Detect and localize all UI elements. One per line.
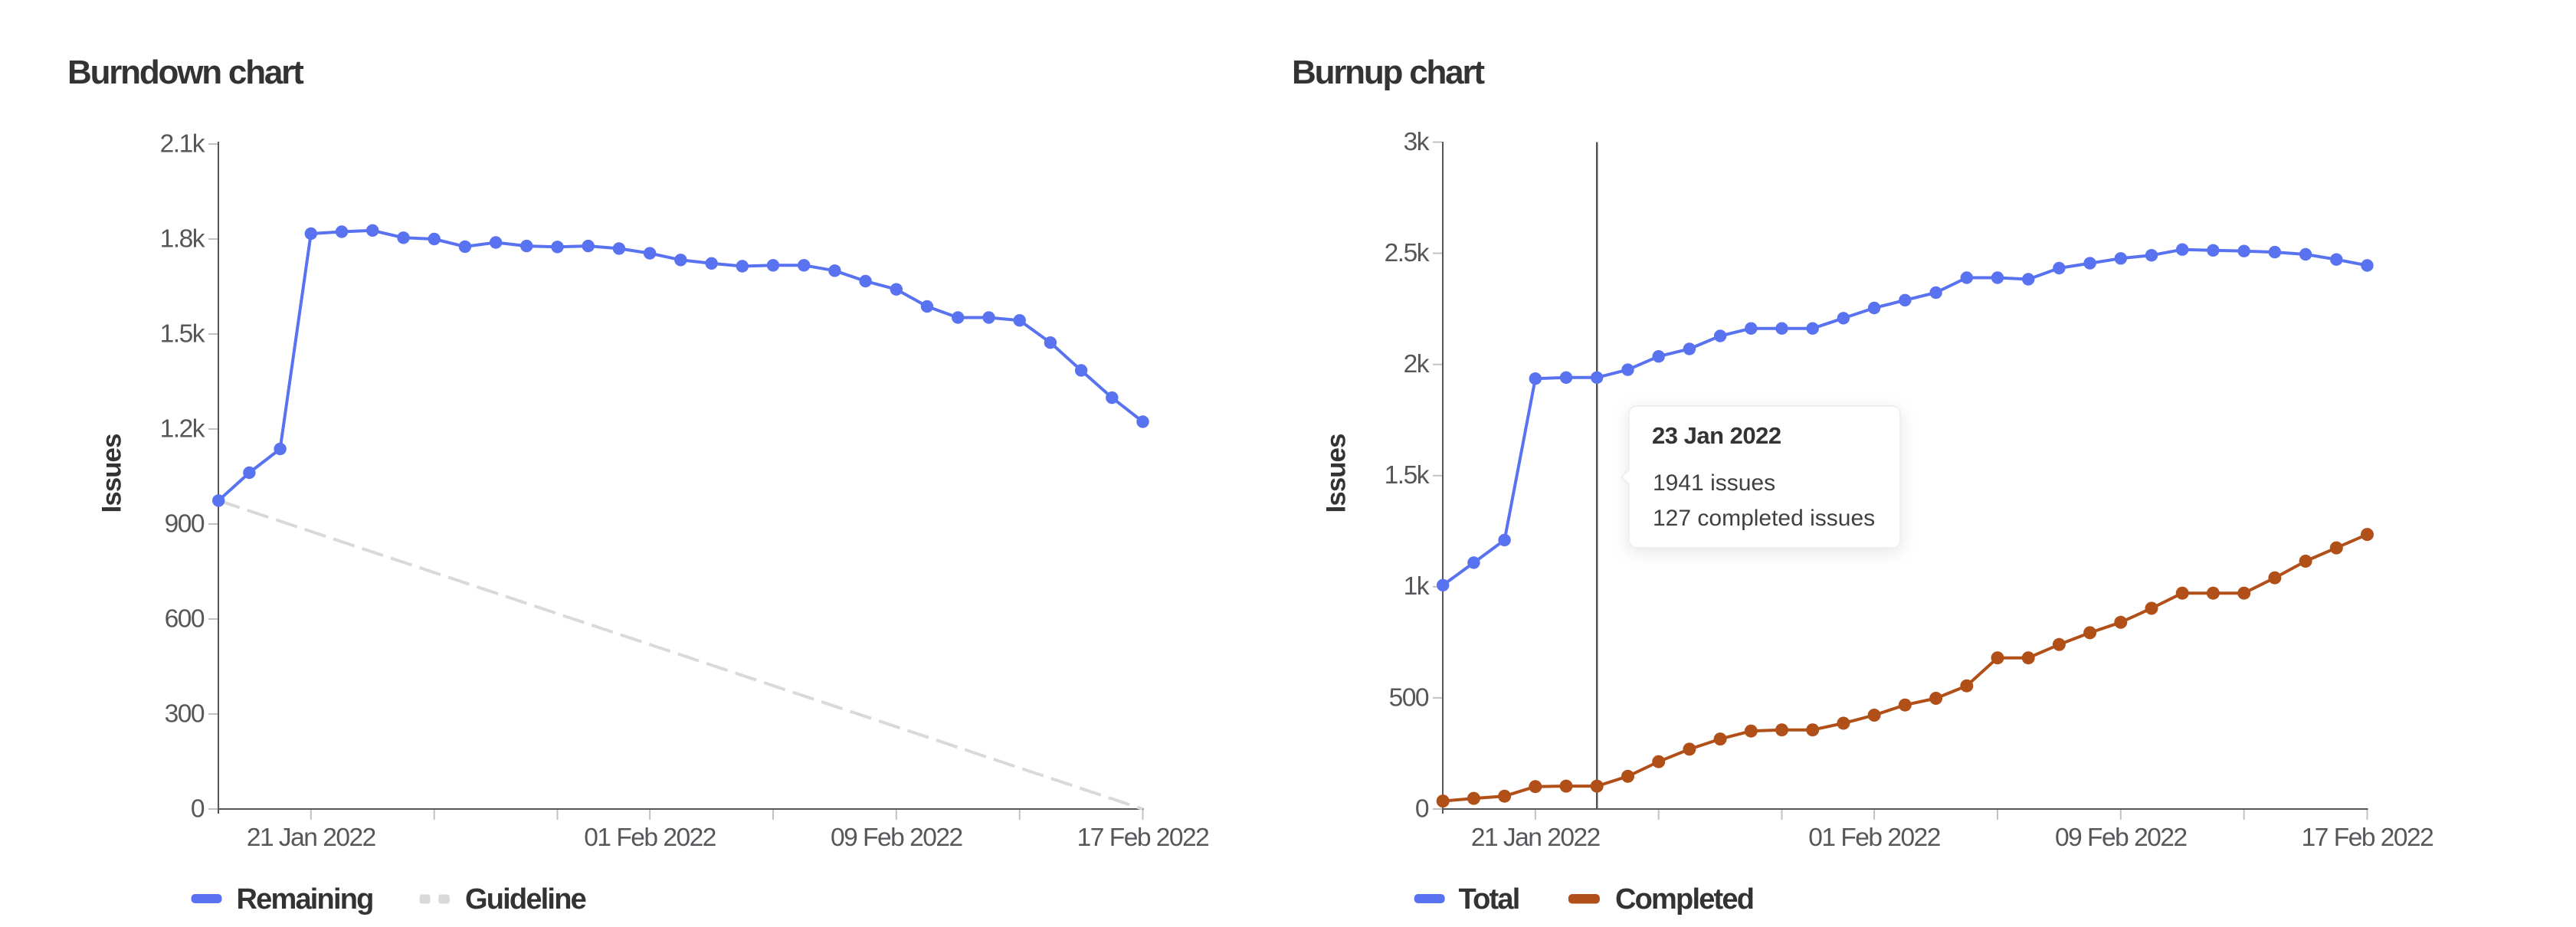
svg-text:300: 300	[165, 699, 205, 728]
svg-text:0: 0	[191, 794, 205, 823]
svg-text:1941 issues: 1941 issues	[1653, 470, 1775, 496]
svg-text:2.1k: 2.1k	[160, 129, 205, 158]
svg-text:900: 900	[165, 509, 205, 538]
svg-text:3k: 3k	[1404, 128, 1430, 156]
svg-text:Burndown chart: Burndown chart	[67, 54, 304, 91]
svg-text:Burnup chart: Burnup chart	[1292, 54, 1485, 91]
svg-text:17 Feb 2022: 17 Feb 2022	[2302, 824, 2433, 852]
svg-text:1.5k: 1.5k	[160, 319, 205, 348]
svg-text:Remaining: Remaining	[237, 883, 373, 916]
svg-text:127 completed issues: 127 completed issues	[1653, 506, 1875, 531]
svg-text:23 Jan 2022: 23 Jan 2022	[1652, 422, 1781, 449]
svg-text:Issues: Issues	[1322, 434, 1352, 513]
svg-text:500: 500	[1389, 683, 1429, 712]
svg-text:09 Feb 2022: 09 Feb 2022	[831, 824, 962, 852]
svg-text:Issues: Issues	[97, 434, 127, 513]
svg-text:2.5k: 2.5k	[1385, 239, 1430, 267]
svg-text:01 Feb 2022: 01 Feb 2022	[584, 824, 716, 852]
svg-text:1.5k: 1.5k	[1385, 461, 1430, 490]
svg-text:1.2k: 1.2k	[160, 414, 205, 443]
svg-text:17 Feb 2022: 17 Feb 2022	[1077, 824, 1209, 852]
svg-text:1.8k: 1.8k	[160, 224, 205, 253]
svg-text:21 Jan 2022: 21 Jan 2022	[1471, 824, 1600, 852]
svg-text:21 Jan 2022: 21 Jan 2022	[247, 824, 375, 852]
svg-text:2k: 2k	[1404, 350, 1430, 378]
svg-text:09 Feb 2022: 09 Feb 2022	[2055, 824, 2187, 852]
svg-text:0: 0	[1415, 794, 1429, 823]
svg-text:01 Feb 2022: 01 Feb 2022	[1808, 824, 1940, 852]
svg-text:Completed: Completed	[1615, 883, 1753, 916]
svg-text:600: 600	[165, 604, 205, 633]
svg-text:Total: Total	[1459, 883, 1519, 916]
svg-text:Guideline: Guideline	[465, 883, 586, 916]
svg-text:1k: 1k	[1404, 572, 1430, 601]
